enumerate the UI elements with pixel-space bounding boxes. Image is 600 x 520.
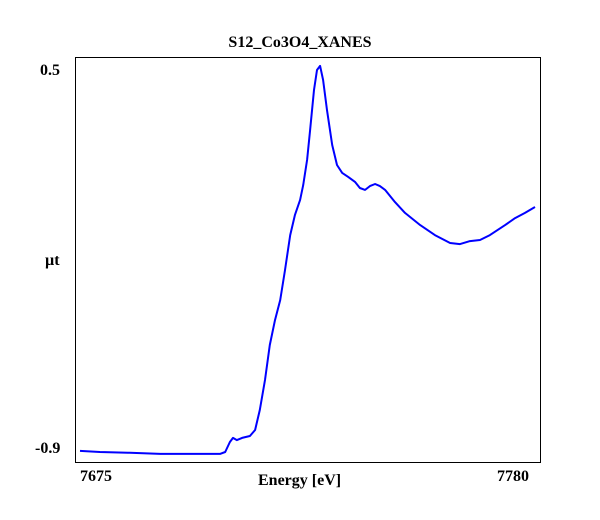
x-tick-label-max: 7780 [497,468,529,485]
y-tick-label-max: 0.5 [40,62,60,79]
series-line [79,64,536,455]
y-axis-label: µt [45,252,60,269]
x-axis-label: Energy [eV] [258,472,342,489]
y-tick-label-min: -0.9 [35,440,61,457]
chart-title: S12_Co3O4_XANES [228,34,372,51]
plot-frame [75,57,541,463]
x-tick-label-min: 7675 [80,468,112,485]
